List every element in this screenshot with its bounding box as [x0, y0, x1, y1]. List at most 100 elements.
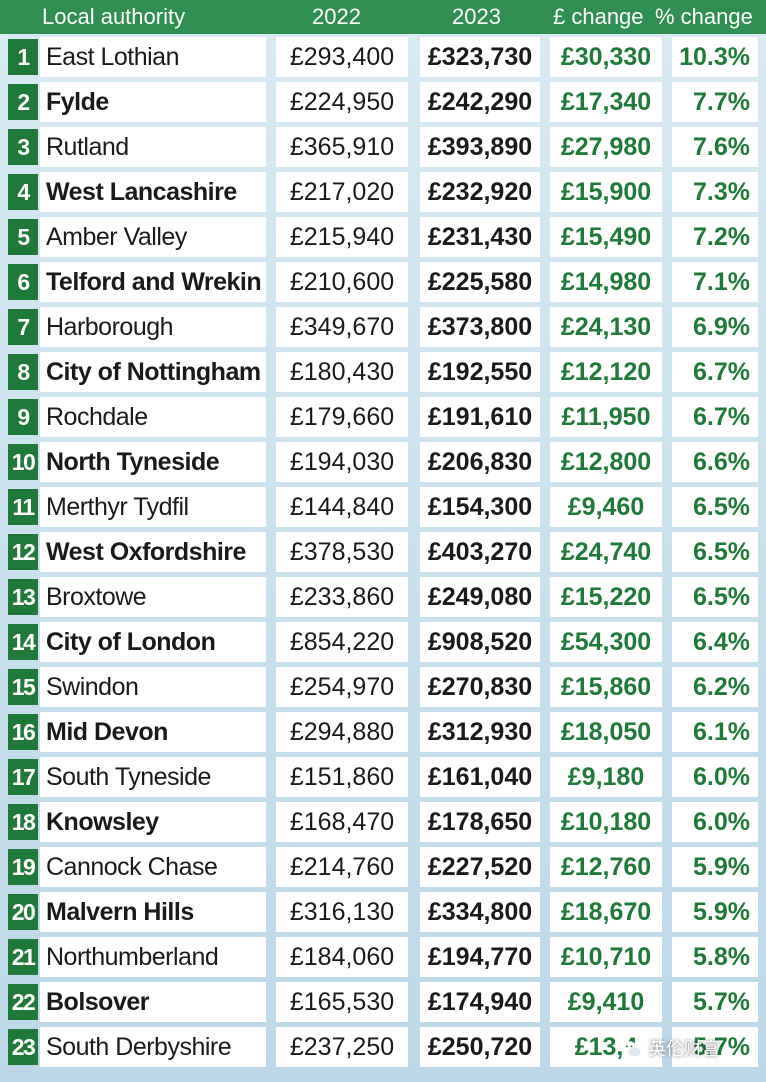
price-2023: £403,270 — [420, 532, 540, 572]
rank-badge: 13 — [8, 579, 38, 615]
price-2022: £365,910 — [276, 127, 408, 167]
table-row: 13 Broxtowe £233,860 £249,080 £15,220 6.5% — [0, 577, 766, 617]
header-2023: 2023 — [452, 4, 501, 29]
rank-badge: 5 — [8, 219, 38, 255]
pct-change: 7.6% — [672, 127, 758, 167]
header-pct-change: % change — [655, 4, 753, 29]
price-2023: £194,770 — [420, 937, 540, 977]
rank-badge: 2 — [8, 84, 38, 120]
authority-name: West Lancashire — [40, 172, 266, 212]
pct-change: 6.9% — [672, 307, 758, 347]
price-2023: £206,830 — [420, 442, 540, 482]
authority-name: Harborough — [40, 307, 266, 347]
price-2022: £168,470 — [276, 802, 408, 842]
rank-badge: 6 — [8, 264, 38, 300]
price-2022: £144,840 — [276, 487, 408, 527]
rank-badge: 1 — [8, 39, 38, 75]
price-2023: £225,580 — [420, 262, 540, 302]
gbp-change: £10,710 — [550, 937, 662, 977]
table-row: 5 Amber Valley £215,940 £231,430 £15,490 7.2% — [0, 217, 766, 257]
gbp-change: £15,220 — [550, 577, 662, 617]
pct-change: 6.1% — [672, 712, 758, 752]
price-2023: £908,520 — [420, 622, 540, 662]
price-2023: £270,830 — [420, 667, 540, 707]
gbp-change: £15,490 — [550, 217, 662, 257]
price-2022: £294,880 — [276, 712, 408, 752]
gbp-change: £54,300 — [550, 622, 662, 662]
table-row: 9 Rochdale £179,660 £191,610 £11,950 6.7% — [0, 397, 766, 437]
authority-name: Bolsover — [40, 982, 266, 1022]
authority-name: Malvern Hills — [40, 892, 266, 932]
price-2022: £293,400 — [276, 37, 408, 77]
authority-name: Rutland — [40, 127, 266, 167]
rank-badge: 22 — [8, 984, 38, 1020]
table-row: 18 Knowsley £168,470 £178,650 £10,180 6.0% — [0, 802, 766, 842]
authority-name: Swindon — [40, 667, 266, 707]
authority-name: East Lothian — [40, 37, 266, 77]
pct-change: 7.1% — [672, 262, 758, 302]
table-row: 14 City of London £854,220 £908,520 £54,300 6… — [0, 622, 766, 662]
authority-name: Amber Valley — [40, 217, 266, 257]
price-2022: £349,670 — [276, 307, 408, 347]
rank-badge: 16 — [8, 714, 38, 750]
rank-badge: 23 — [8, 1029, 38, 1065]
authority-name: North Tyneside — [40, 442, 266, 482]
pct-change: 5.7% — [672, 1027, 758, 1067]
price-2023: £312,930 — [420, 712, 540, 752]
price-2022: £217,020 — [276, 172, 408, 212]
pct-change: 6.5% — [672, 532, 758, 572]
authority-name: City of Nottingham — [40, 352, 266, 392]
price-2023: £174,940 — [420, 982, 540, 1022]
header-local-authority: Local authority — [42, 4, 186, 29]
price-2023: £154,300 — [420, 487, 540, 527]
gbp-change: £11,950 — [550, 397, 662, 437]
gbp-change: £17,340 — [550, 82, 662, 122]
table-row: 21 Northumberland £184,060 £194,770 £10,710 5… — [0, 937, 766, 977]
pct-change: 5.9% — [672, 847, 758, 887]
pct-change: 6.0% — [672, 802, 758, 842]
gbp-change: £18,670 — [550, 892, 662, 932]
header-gbp-change: £ change — [553, 4, 644, 29]
rank-badge: 18 — [8, 804, 38, 840]
gbp-change: £10,180 — [550, 802, 662, 842]
gbp-change: £12,760 — [550, 847, 662, 887]
price-2022: £254,970 — [276, 667, 408, 707]
watermark: 英伦财富 — [620, 1032, 720, 1066]
table-row: 8 City of Nottingham £180,430 £192,550 £12,1… — [0, 352, 766, 392]
price-2023: £192,550 — [420, 352, 540, 392]
gbp-change: £14,980 — [550, 262, 662, 302]
rank-badge: 10 — [8, 444, 38, 480]
table-row: 11 Merthyr Tydfil £144,840 £154,300 £9,460 6.… — [0, 487, 766, 527]
authority-name: South Tyneside — [40, 757, 266, 797]
gbp-change: £24,130 — [550, 307, 662, 347]
pct-change: 6.7% — [672, 352, 758, 392]
price-2022: £237,250 — [276, 1027, 408, 1067]
price-2022: £215,940 — [276, 217, 408, 257]
table-row: 16 Mid Devon £294,880 £312,930 £18,050 6.1% — [0, 712, 766, 752]
gbp-change: £18,050 — [550, 712, 662, 752]
price-2022: £184,060 — [276, 937, 408, 977]
authority-name: West Oxfordshire — [40, 532, 266, 572]
gbp-change: £13,4 — [550, 1027, 662, 1067]
gbp-change: £30,330 — [550, 37, 662, 77]
price-2022: £316,130 — [276, 892, 408, 932]
gbp-change: £27,980 — [550, 127, 662, 167]
table-row: 12 West Oxfordshire £378,530 £403,270 £24,74… — [0, 532, 766, 572]
table-row: 19 Cannock Chase £214,760 £227,520 £12,760 5.… — [0, 847, 766, 887]
gbp-change: £12,120 — [550, 352, 662, 392]
rank-badge: 4 — [8, 174, 38, 210]
table-row: 3 Rutland £365,910 £393,890 £27,980 7.6% — [0, 127, 766, 167]
rank-badge: 12 — [8, 534, 38, 570]
price-2023: £178,650 — [420, 802, 540, 842]
price-2022: £180,430 — [276, 352, 408, 392]
authority-name: Mid Devon — [40, 712, 266, 752]
price-2023: £232,920 — [420, 172, 540, 212]
rank-badge: 3 — [8, 129, 38, 165]
table-row: 23 South Derbyshire £237,250 £250,720 £13,4 5… — [0, 1027, 766, 1067]
authority-name: Knowsley — [40, 802, 266, 842]
wechat-icon — [621, 1041, 641, 1057]
authority-name: South Derbyshire — [40, 1027, 266, 1067]
gbp-change: £9,460 — [550, 487, 662, 527]
rank-badge: 15 — [8, 669, 38, 705]
